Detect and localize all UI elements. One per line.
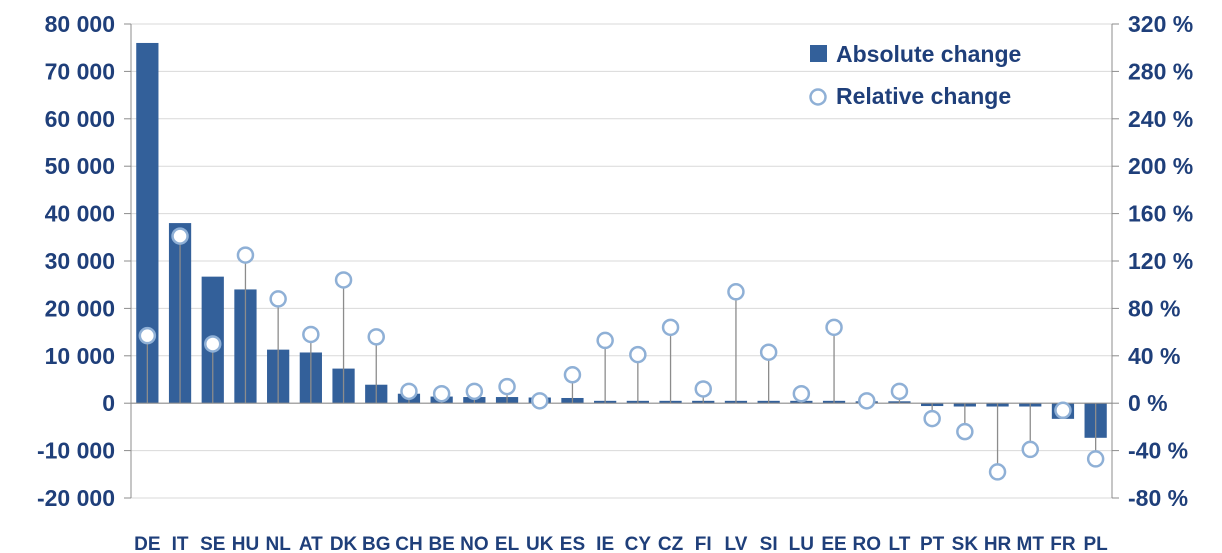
x-category-label: LT xyxy=(889,534,911,553)
marker-relative-change xyxy=(858,392,876,410)
y-right-tick-label: 320 % xyxy=(1128,11,1193,37)
marker-relative-change xyxy=(563,366,582,384)
marker-relative-change xyxy=(465,382,484,401)
x-category-label: MT xyxy=(1017,534,1045,553)
y-left-tick-label: -10 000 xyxy=(37,438,115,464)
marker-relative-change xyxy=(988,463,1007,481)
y-right-tick-label: 200 % xyxy=(1128,153,1193,179)
y-right-tick-label: -80 % xyxy=(1128,485,1188,511)
marker-relative-change xyxy=(302,325,320,344)
x-category-label: BE xyxy=(428,534,454,553)
marker-relative-change xyxy=(759,343,778,361)
x-category-label: ES xyxy=(560,534,585,553)
marker-relative-change xyxy=(956,422,974,441)
x-category-label: HR xyxy=(984,534,1012,553)
marker-relative-change xyxy=(694,380,712,398)
y-right-tick-label: -40 % xyxy=(1128,438,1188,464)
x-category-label: CZ xyxy=(658,534,684,553)
y-left-tick-label: 40 000 xyxy=(45,201,115,227)
y-left-tick-label: 50 000 xyxy=(45,153,115,179)
legend-marker-relative xyxy=(809,88,827,106)
y-right-tick-label: 160 % xyxy=(1128,201,1193,227)
legend: Absolute change Relative change xyxy=(809,41,1021,109)
x-category-label: SI xyxy=(760,534,778,553)
x-category-label: FR xyxy=(1050,534,1076,553)
x-category-label: EL xyxy=(495,534,520,553)
x-category-label: CY xyxy=(625,534,652,553)
marker-relative-change xyxy=(727,283,745,301)
x-category-label: IE xyxy=(596,534,614,553)
x-category-label: SE xyxy=(200,534,225,553)
marker-relative-change xyxy=(400,382,418,401)
y-left-tick-label: 0 xyxy=(102,390,115,416)
marker-relative-change xyxy=(498,377,516,396)
x-category-label: RO xyxy=(853,534,882,553)
marker-relative-change xyxy=(890,382,909,401)
y-right-tick-label: 240 % xyxy=(1128,106,1193,132)
marker-relative-change xyxy=(138,326,157,345)
grid-layer xyxy=(131,23,1112,499)
x-category-label: LV xyxy=(725,534,748,553)
marker-relative-change xyxy=(269,290,287,308)
x-category-label: DE xyxy=(134,534,160,553)
x-category-label: IT xyxy=(172,534,189,553)
marker-relative-change xyxy=(629,345,647,364)
marker-relative-change xyxy=(1021,440,1039,459)
y-left-tick-label: 30 000 xyxy=(45,248,115,274)
marker-relative-change xyxy=(334,271,353,289)
x-category-label: NL xyxy=(265,534,291,553)
x-category-label: DK xyxy=(330,534,358,553)
lollipop-layer xyxy=(138,227,1105,481)
marker-relative-change xyxy=(1054,401,1072,420)
x-category-label: CH xyxy=(395,534,422,553)
marker-relative-change xyxy=(596,331,614,350)
marker-relative-change xyxy=(171,227,189,245)
y-left-tick-label: 10 000 xyxy=(45,343,115,369)
marker-relative-change xyxy=(367,328,385,346)
x-category-label: BG xyxy=(362,534,391,553)
y-right-tick-label: 80 % xyxy=(1128,295,1180,321)
legend-label-relative: Relative change xyxy=(836,83,1011,109)
x-category-label: PL xyxy=(1084,534,1109,553)
y-right-tick-label: 280 % xyxy=(1128,58,1193,84)
y-right-tick-label: 120 % xyxy=(1128,248,1193,274)
legend-label-absolute: Absolute change xyxy=(836,41,1021,67)
legend-swatch-absolute xyxy=(810,45,827,62)
marker-relative-change xyxy=(432,384,451,403)
y-left-tick-label: 60 000 xyxy=(45,106,115,132)
x-category-label: SK xyxy=(952,534,979,553)
x-category-label: FI xyxy=(695,534,712,553)
y-left-tick-label: 80 000 xyxy=(45,11,115,37)
y-right-tick-label: 40 % xyxy=(1128,343,1180,369)
bar-absolute-change xyxy=(136,42,159,404)
marker-relative-change xyxy=(825,318,843,337)
y-left-tick-label: -20 000 xyxy=(37,485,115,511)
marker-relative-change xyxy=(236,246,255,264)
y-left-tick-label: 20 000 xyxy=(45,295,115,321)
axis-layer xyxy=(124,23,1119,499)
x-category-label: NO xyxy=(460,534,489,553)
x-category-label: UK xyxy=(526,534,554,553)
x-category-label: PT xyxy=(920,534,945,553)
marker-relative-change xyxy=(792,384,811,403)
marker-relative-change xyxy=(204,335,222,353)
marker-relative-change xyxy=(661,318,680,337)
y-right-tick-label: 0 % xyxy=(1128,390,1168,416)
label-layer: -20 000 -10 000 0 10 000 20 000 30 000 40 000 5… xyxy=(37,11,1193,553)
marker-relative-change xyxy=(1086,450,1105,468)
y-left-tick-label: 70 000 xyxy=(45,58,115,84)
marker-relative-change xyxy=(531,392,549,410)
x-category-label: LU xyxy=(789,534,814,553)
x-category-label: AT xyxy=(299,534,323,553)
x-category-label: EE xyxy=(821,534,846,553)
x-category-label: HU xyxy=(232,534,259,553)
marker-relative-change xyxy=(923,409,941,428)
